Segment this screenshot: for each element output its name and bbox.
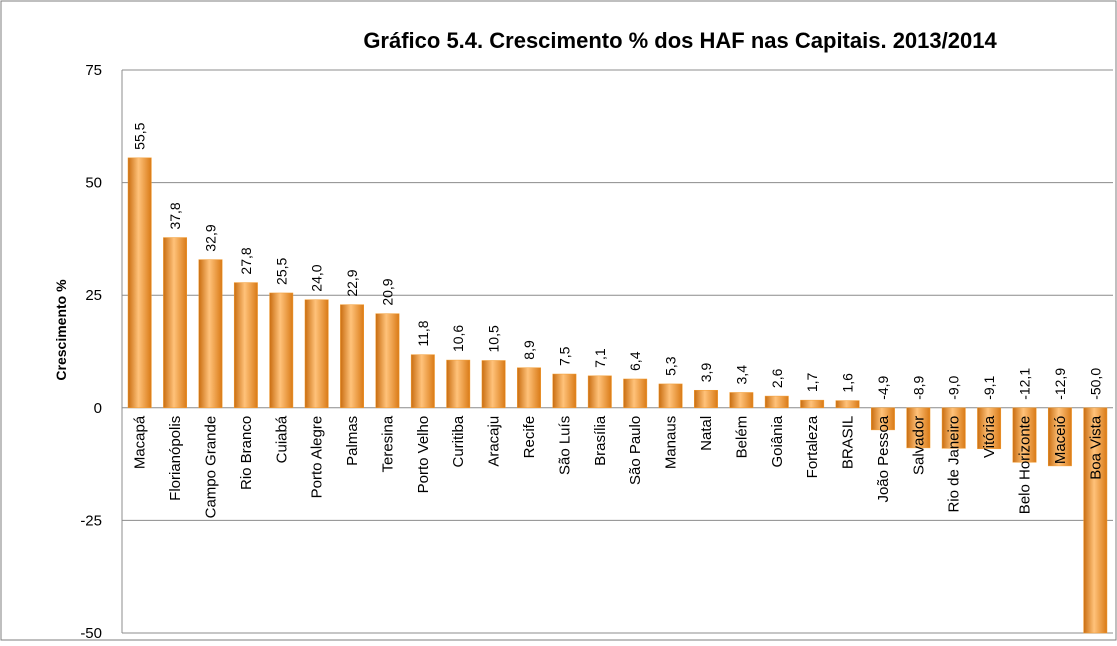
x-tick-label: Recife	[521, 416, 538, 459]
bar	[623, 378, 648, 409]
bar	[1012, 407, 1037, 463]
data-label: 32,9	[202, 224, 218, 251]
data-label: -12,9	[1052, 368, 1068, 400]
y-tick-label: -25	[80, 512, 102, 529]
data-label: 24,0	[309, 264, 325, 291]
data-label: 55,5	[132, 122, 148, 149]
data-label: -12,1	[1017, 368, 1033, 400]
data-label: 2,6	[769, 368, 785, 388]
bar	[1047, 407, 1072, 467]
x-tick-label: Goiânia	[769, 415, 786, 467]
data-label: 7,1	[592, 348, 608, 368]
bar	[835, 400, 860, 409]
bar	[481, 360, 506, 409]
bar	[233, 282, 258, 409]
data-label: 5,3	[663, 356, 679, 376]
x-tick-label: Campo Grande	[202, 416, 219, 519]
data-label: 25,5	[273, 257, 289, 284]
y-tick-label: 0	[94, 400, 102, 417]
x-tick-label: Boa Vista	[1087, 415, 1104, 480]
x-tick-label: Natal	[698, 416, 715, 451]
y-tick-label: -50	[80, 625, 102, 641]
bar	[163, 237, 188, 409]
x-tick-label: Aracaju	[486, 416, 503, 467]
data-label: 6,4	[627, 351, 643, 371]
x-tick-label: Belém	[733, 416, 750, 459]
bar	[552, 373, 577, 409]
x-tick-label: Cuiabá	[273, 415, 290, 463]
x-tick-label: Florianópolis	[167, 416, 184, 501]
y-axis-title: Crescimento %	[53, 279, 69, 381]
y-tick-label: 25	[85, 287, 102, 304]
chart-title: Gráfico 5.4. Crescimento % dos HAF nas C…	[363, 28, 997, 53]
x-tick-label: Vitória	[981, 415, 998, 458]
x-tick-label: Maceió	[1052, 416, 1069, 464]
bar	[587, 375, 612, 409]
x-tick-label: São Paulo	[627, 416, 644, 485]
bar	[694, 389, 718, 409]
data-label: 37,8	[167, 202, 183, 229]
x-tick-label: Macapá	[132, 415, 149, 469]
x-tick-label: Curitiba	[450, 415, 467, 467]
y-tick-label: 75	[85, 62, 102, 79]
data-label: 1,7	[804, 372, 820, 392]
x-tick-label: Belo Horizonte	[1017, 416, 1034, 514]
bar	[304, 299, 329, 409]
bar	[410, 354, 435, 409]
data-label: 27,8	[238, 247, 254, 274]
x-tick-label: Porto Velho	[415, 416, 432, 494]
data-label: 11,8	[415, 320, 431, 346]
bar	[375, 313, 400, 409]
data-label: 20,9	[379, 278, 395, 305]
x-tick-label: Fortaleza	[804, 415, 821, 478]
bar	[446, 359, 471, 409]
data-label: -4,9	[875, 375, 891, 399]
x-tick-label: São Luís	[556, 416, 573, 475]
data-label: -50,0	[1087, 368, 1103, 400]
x-tick-label: João Pessoa	[875, 415, 892, 502]
data-label: -8,9	[910, 375, 926, 399]
data-label: -9,1	[981, 375, 997, 399]
y-tick-label: 50	[85, 175, 102, 192]
x-tick-label: Palmas	[344, 416, 361, 466]
data-label: 8,9	[521, 340, 537, 360]
bar	[977, 407, 1002, 450]
data-label: 22,9	[344, 269, 360, 296]
bar	[764, 395, 789, 409]
data-label: 7,5	[556, 346, 572, 366]
data-label: -9,0	[946, 375, 962, 399]
bar	[800, 399, 825, 409]
data-label: 3,4	[733, 365, 749, 385]
bar	[269, 292, 294, 409]
bar	[729, 392, 754, 409]
bar	[658, 383, 683, 409]
data-label: 10,5	[486, 325, 502, 352]
x-tick-label: Rio de Janeiro	[946, 416, 963, 513]
data-label: 10,6	[450, 325, 466, 352]
x-tick-label: Rio Branco	[238, 416, 255, 490]
data-label: 1,6	[840, 373, 856, 393]
bar	[517, 367, 541, 409]
bar	[871, 407, 895, 431]
bar	[1083, 407, 1108, 634]
x-tick-label: Salvador	[910, 416, 927, 475]
bar	[198, 259, 223, 409]
x-tick-label: Brasília	[592, 415, 609, 466]
x-tick-label: Manaus	[663, 416, 680, 469]
bar	[340, 304, 364, 409]
x-tick-label: Teresina	[379, 415, 396, 472]
bar	[906, 407, 931, 449]
data-label: 3,9	[698, 363, 714, 383]
bar	[941, 407, 966, 449]
x-tick-label: BRASIL	[840, 416, 857, 469]
bar	[127, 157, 152, 409]
x-tick-label: Porto Alegre	[309, 416, 326, 499]
